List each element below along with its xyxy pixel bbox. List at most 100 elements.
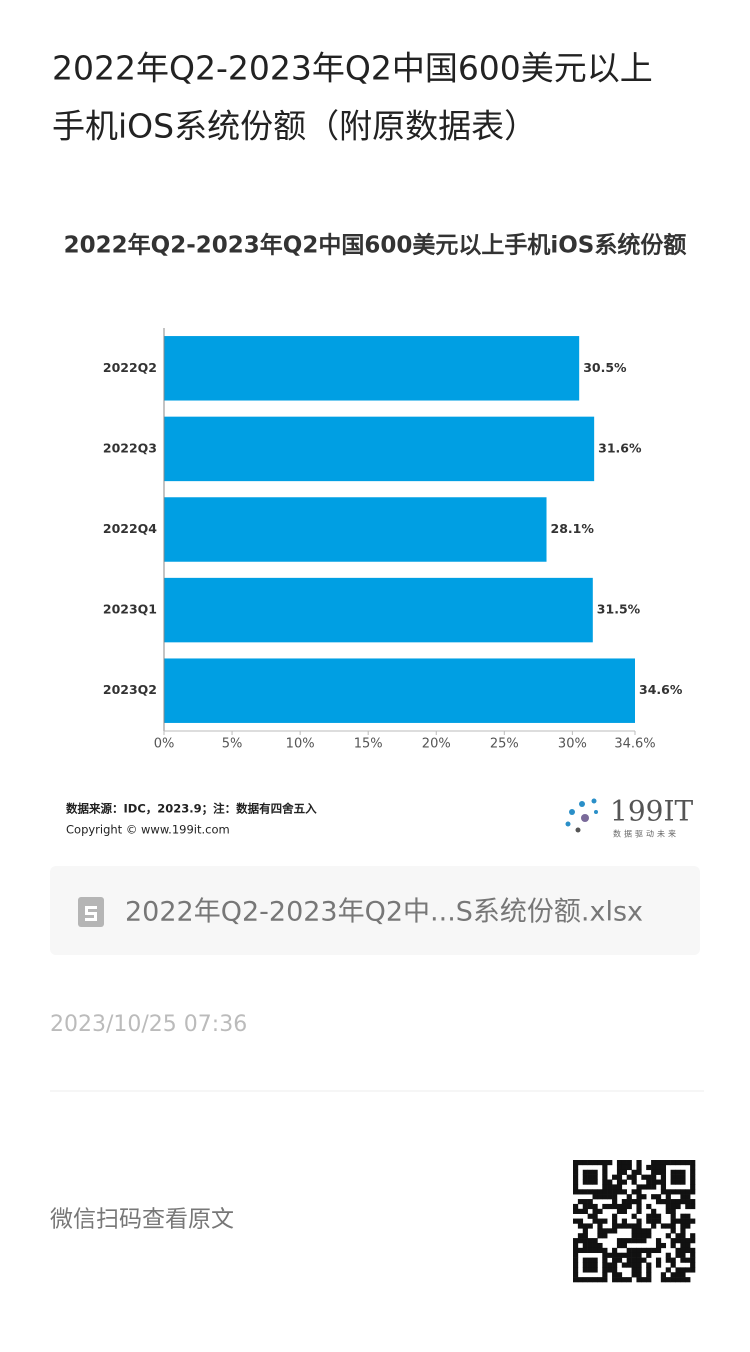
qr-module	[587, 1169, 593, 1175]
qr-module	[651, 1169, 657, 1175]
qr-module	[680, 1223, 686, 1229]
qr-module	[573, 1160, 579, 1166]
qr-module	[665, 1223, 671, 1229]
qr-module	[690, 1164, 696, 1171]
qr-module	[660, 1223, 667, 1229]
qr-module	[592, 1189, 598, 1195]
qr-module	[631, 1272, 637, 1278]
qr-module	[660, 1160, 667, 1166]
qr-module	[616, 1164, 623, 1171]
qr-module	[690, 1247, 696, 1254]
y-tick-label: 2023Q1	[103, 602, 157, 617]
qr-module	[607, 1179, 613, 1185]
qr-module	[621, 1277, 627, 1283]
qr-module	[651, 1164, 657, 1171]
qr-module	[577, 1189, 584, 1195]
qr-module	[636, 1233, 642, 1239]
qr-module	[626, 1223, 632, 1229]
qr-module	[655, 1262, 662, 1268]
qr-module	[646, 1218, 652, 1224]
y-tick-label: 2023Q2	[103, 682, 157, 697]
qr-module	[582, 1233, 588, 1239]
qr-module	[641, 1247, 647, 1254]
qr-module	[607, 1262, 613, 1268]
attachment-name[interactable]: 2022年Q2-2023年Q2中...S系统份额.xlsx	[125, 897, 643, 928]
qr-module	[587, 1189, 593, 1195]
value-label: 28.1%	[551, 521, 595, 536]
qr-module	[675, 1233, 681, 1239]
file-icon-glyph	[85, 906, 97, 921]
qr-module	[607, 1189, 613, 1195]
qr-module	[602, 1184, 608, 1190]
qr-module	[680, 1238, 686, 1244]
qr-module	[670, 1174, 676, 1180]
qr-module	[616, 1272, 623, 1278]
qr-module	[651, 1184, 657, 1190]
qr-module	[646, 1267, 652, 1273]
qr-module	[631, 1179, 637, 1185]
y-tick-label: 2022Q3	[103, 440, 157, 455]
qr-module	[587, 1247, 593, 1254]
qr-module	[680, 1189, 686, 1195]
qr-module	[582, 1277, 588, 1283]
qr-module	[612, 1272, 618, 1278]
qr-module	[655, 1194, 662, 1200]
qr-module	[612, 1194, 618, 1200]
qr-module	[675, 1179, 681, 1185]
qr-module	[626, 1257, 632, 1263]
qr-module	[636, 1267, 642, 1273]
qr-module	[592, 1169, 598, 1175]
qr-module	[680, 1194, 686, 1200]
qr-module	[573, 1238, 579, 1244]
qr-module	[670, 1189, 676, 1195]
qr-module	[592, 1262, 598, 1268]
qr-module	[670, 1199, 676, 1205]
qr-module	[626, 1262, 632, 1268]
qr-module	[616, 1223, 623, 1229]
qr-module	[602, 1160, 608, 1166]
qr-module	[651, 1208, 657, 1214]
qr-module	[680, 1272, 686, 1278]
attachment-card[interactable]	[50, 866, 700, 955]
qr-module	[636, 1238, 642, 1244]
qr-module	[577, 1208, 584, 1214]
qr-module	[636, 1223, 642, 1229]
bar	[164, 658, 635, 723]
qr-module	[597, 1247, 603, 1254]
value-label: 30.5%	[583, 360, 627, 375]
qr-module	[607, 1252, 613, 1258]
qr-module	[616, 1169, 623, 1175]
qr-module	[675, 1199, 681, 1205]
qr-module	[573, 1277, 579, 1283]
qr-code	[573, 1160, 696, 1283]
qr-module	[582, 1262, 588, 1268]
qr-module	[573, 1203, 579, 1210]
qr-module	[651, 1160, 657, 1166]
qr-module	[685, 1218, 691, 1224]
qr-module	[587, 1238, 593, 1244]
qr-module	[665, 1257, 671, 1263]
qr-module	[573, 1174, 579, 1180]
qr-module	[636, 1164, 642, 1171]
qr-module	[582, 1242, 588, 1249]
qr-module	[685, 1213, 691, 1219]
qr-module	[626, 1203, 632, 1210]
qr-module	[587, 1262, 593, 1268]
qr-module	[612, 1252, 618, 1258]
qr-module	[680, 1233, 686, 1239]
qr-module	[660, 1184, 667, 1190]
qr-module	[636, 1272, 642, 1278]
qr-module	[631, 1267, 637, 1273]
bar	[164, 497, 547, 562]
qr-module	[612, 1189, 618, 1195]
qr-module	[680, 1169, 686, 1175]
qr-module	[651, 1218, 657, 1224]
qr-module	[626, 1174, 632, 1180]
qr-module	[631, 1252, 637, 1258]
footer-text: 微信扫码查看原文	[50, 1207, 234, 1233]
qr-module	[636, 1218, 642, 1224]
qr-module	[587, 1179, 593, 1185]
qr-module	[675, 1174, 681, 1180]
qr-module	[636, 1160, 642, 1166]
qr-module	[621, 1199, 627, 1205]
